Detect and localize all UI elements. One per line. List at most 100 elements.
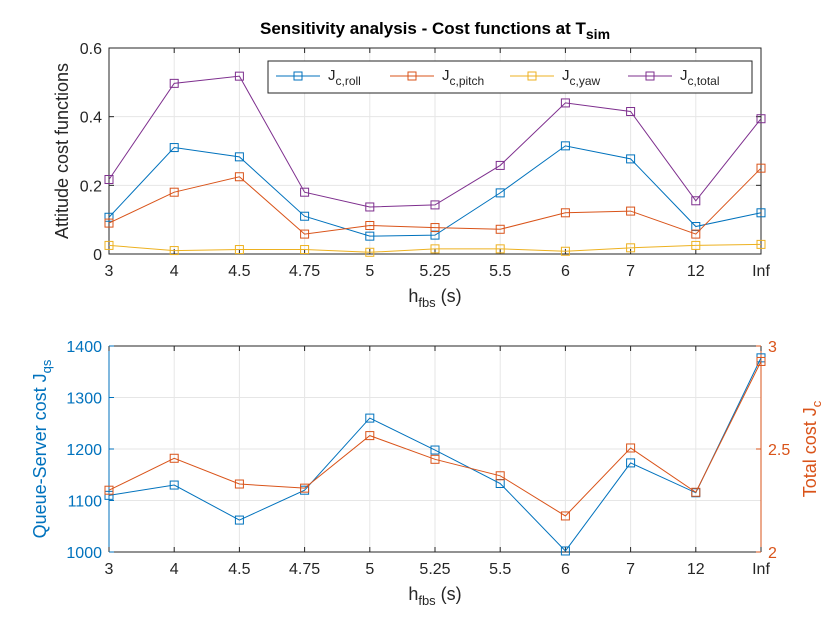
series-c-total bbox=[104, 71, 766, 212]
y-tick-label: 0 bbox=[93, 247, 102, 264]
y-left-tick-label: 1300 bbox=[66, 391, 102, 408]
series-total-cost bbox=[104, 356, 766, 521]
y-left-tick-label: 1000 bbox=[66, 545, 102, 562]
series-c-pitch-point bbox=[365, 221, 375, 231]
series-c-total-point bbox=[560, 98, 570, 108]
series-c-total-point bbox=[169, 78, 179, 88]
x-tick-label: 5.5 bbox=[489, 561, 511, 578]
x-tick-label: 5.25 bbox=[419, 561, 450, 578]
y-tick-label: 0.2 bbox=[80, 178, 102, 195]
series-c-total-point bbox=[756, 114, 766, 124]
series-c-pitch bbox=[104, 163, 766, 239]
series-total-cost-point bbox=[626, 443, 636, 453]
x-tick-label: 5.25 bbox=[419, 263, 450, 280]
x-tick-label: 3 bbox=[105, 263, 114, 280]
x-tick-label: 5.5 bbox=[489, 263, 511, 280]
series-c-roll-point bbox=[169, 143, 179, 153]
y-tick-label: 0.4 bbox=[80, 110, 102, 127]
series-c-yaw-point bbox=[691, 240, 701, 250]
x-tick-label: 12 bbox=[687, 263, 705, 280]
x-tick-label: 7 bbox=[626, 263, 635, 280]
series-c-yaw-line bbox=[108, 243, 762, 253]
series-c-yaw-point bbox=[430, 244, 440, 254]
y-right-tick-label: 3 bbox=[768, 339, 777, 356]
series-total-cost-point bbox=[104, 485, 114, 495]
series-c-roll-point bbox=[560, 141, 570, 151]
series-c-pitch-point bbox=[691, 229, 701, 239]
series-c-roll-point bbox=[300, 211, 310, 221]
x-tick-label: 4 bbox=[170, 263, 179, 280]
x-tick-label: 4.5 bbox=[228, 263, 250, 280]
series-c-yaw-point bbox=[365, 247, 375, 257]
y-left-tick-label: 1400 bbox=[66, 339, 102, 356]
series-c-roll bbox=[104, 141, 766, 241]
series-c-roll-point bbox=[234, 152, 244, 162]
x-tick-label: 12 bbox=[687, 561, 705, 578]
series-c-roll-point bbox=[626, 154, 636, 164]
x-tick-label: Inf bbox=[752, 561, 770, 578]
x-tick-label: 4.5 bbox=[228, 561, 250, 578]
series-total-cost-point bbox=[169, 453, 179, 463]
series-c-total-point bbox=[365, 202, 375, 212]
series-c-total-point bbox=[495, 160, 505, 170]
x-axis-label: hfbs (s) bbox=[408, 584, 461, 608]
x-tick-label: 4.75 bbox=[289, 263, 320, 280]
series-c-roll-point bbox=[495, 188, 505, 198]
series-c-yaw bbox=[104, 239, 766, 257]
series-total-cost-point bbox=[691, 487, 701, 497]
series-c-yaw-point bbox=[104, 240, 114, 250]
series-total-cost-point bbox=[234, 479, 244, 489]
series-queue-server-cost-point bbox=[365, 413, 375, 423]
series-c-pitch-point bbox=[234, 172, 244, 182]
series-c-yaw-point bbox=[756, 239, 766, 249]
series-c-roll-point bbox=[104, 212, 114, 222]
series-c-total-line bbox=[108, 75, 762, 208]
legend-item: Jc,pitch bbox=[390, 67, 484, 88]
series-c-total-point bbox=[430, 200, 440, 210]
legend-item: Jc,total bbox=[628, 67, 720, 88]
series-queue-server-cost-line bbox=[108, 357, 762, 552]
legend-label: Jc,roll bbox=[328, 67, 361, 88]
series-c-yaw-point bbox=[495, 244, 505, 254]
legend: Jc,roll Jc,pitch Jc,yaw Jc,total bbox=[267, 60, 753, 94]
series-queue-server-cost-point bbox=[234, 515, 244, 525]
series-c-total-point bbox=[104, 174, 114, 184]
series-queue-server-cost-point bbox=[430, 445, 440, 455]
series-c-yaw-point bbox=[626, 243, 636, 253]
series-queue-server-cost-point bbox=[169, 480, 179, 490]
x-tick-label: 3 bbox=[105, 561, 114, 578]
legend-marker bbox=[407, 71, 417, 81]
series-c-roll-point bbox=[756, 208, 766, 218]
series-c-total-point bbox=[626, 107, 636, 117]
legend-marker bbox=[527, 71, 537, 81]
y-left-tick-label: 1200 bbox=[66, 442, 102, 459]
x-tick-label: 4 bbox=[170, 561, 179, 578]
legend-box bbox=[267, 60, 753, 94]
series-queue-server-cost-point bbox=[560, 546, 570, 556]
attitude-cost-chart: 3 4 4.5 4.75 5 5.25 5.5 6 7 12 Inf 0 0.2 0.4 0.6 Sensit… bbox=[52, 19, 770, 310]
legend-marker bbox=[293, 71, 303, 81]
series-c-pitch-point bbox=[169, 187, 179, 197]
x-tick-label: 6 bbox=[561, 561, 570, 578]
x-tick-label: 5 bbox=[365, 561, 374, 578]
series-total-cost-point bbox=[300, 483, 310, 493]
series-c-pitch-point bbox=[626, 206, 636, 216]
legend-label: Jc,yaw bbox=[562, 67, 601, 88]
y-right-axis-label: Total cost Jc bbox=[800, 400, 824, 497]
series-c-yaw-point bbox=[560, 246, 570, 256]
series-total-cost-point bbox=[560, 511, 570, 521]
series-c-yaw-point bbox=[169, 246, 179, 256]
series-c-pitch-point bbox=[756, 163, 766, 173]
x-tick-label: 5 bbox=[365, 263, 374, 280]
y-right-tick-label: 2 bbox=[768, 545, 777, 562]
series-c-total-point bbox=[300, 187, 310, 197]
y-left-tick-label: 1100 bbox=[68, 494, 103, 511]
series-c-yaw-point bbox=[300, 245, 310, 255]
series-c-pitch-point bbox=[104, 218, 114, 228]
legend-marker bbox=[645, 71, 655, 81]
series-c-total-point bbox=[691, 196, 701, 206]
series-queue-server-cost-point bbox=[104, 490, 114, 500]
x-axis-label: hfbs (s) bbox=[408, 286, 461, 310]
series-c-yaw-point bbox=[234, 245, 244, 255]
